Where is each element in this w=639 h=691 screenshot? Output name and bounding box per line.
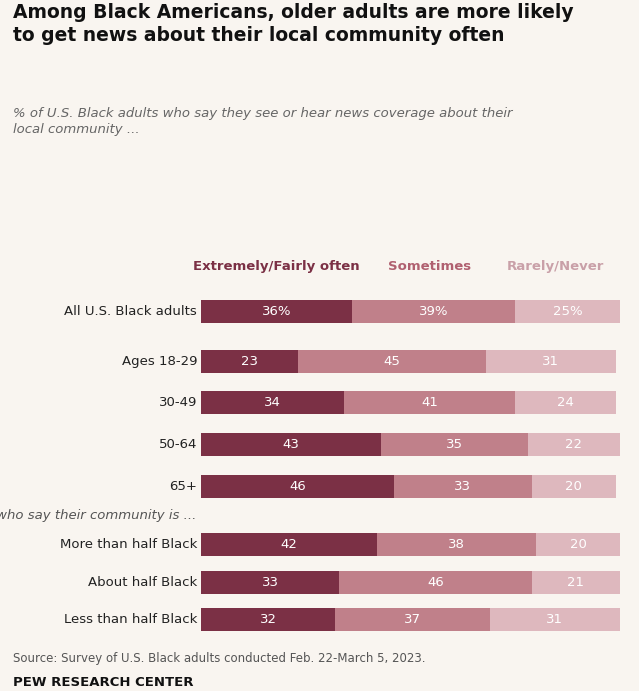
Text: 45: 45 — [383, 354, 400, 368]
Text: PEW RESEARCH CENTER: PEW RESEARCH CENTER — [13, 676, 193, 689]
Text: 24: 24 — [557, 397, 574, 409]
Text: 35: 35 — [446, 438, 463, 451]
Text: 39%: 39% — [419, 305, 449, 318]
Text: 36%: 36% — [262, 305, 291, 318]
Text: 21: 21 — [567, 576, 585, 589]
Bar — [339, 571, 532, 594]
Text: Less than half Black: Less than half Black — [64, 613, 197, 626]
Text: Among those who say their community is ...: Among those who say their community is .… — [0, 509, 197, 522]
Text: 23: 23 — [241, 354, 258, 368]
Text: 50-64: 50-64 — [158, 438, 197, 451]
Bar — [394, 475, 532, 498]
Bar — [515, 391, 615, 415]
Bar — [298, 350, 486, 372]
Text: 46: 46 — [427, 576, 444, 589]
Text: Extremely/Fairly often: Extremely/Fairly often — [194, 260, 360, 273]
Text: 22: 22 — [566, 438, 582, 451]
Text: Rarely/Never: Rarely/Never — [506, 260, 604, 273]
Text: Sometimes: Sometimes — [388, 260, 471, 273]
Bar — [532, 475, 615, 498]
Text: 65+: 65+ — [169, 480, 197, 493]
Bar — [532, 571, 620, 594]
Bar — [536, 533, 620, 556]
Text: 46: 46 — [289, 480, 306, 493]
Text: 32: 32 — [259, 613, 277, 626]
Bar — [352, 300, 515, 323]
Text: 20: 20 — [566, 480, 582, 493]
Text: 20: 20 — [569, 538, 587, 551]
Text: Ages 18-29: Ages 18-29 — [121, 354, 197, 368]
Bar — [381, 433, 528, 456]
Bar — [201, 391, 344, 415]
Text: 31: 31 — [543, 354, 559, 368]
Text: 38: 38 — [448, 538, 465, 551]
Bar — [201, 475, 394, 498]
Bar — [486, 350, 615, 372]
Bar — [201, 433, 381, 456]
Bar — [335, 608, 490, 631]
Text: 31: 31 — [546, 613, 564, 626]
Text: 33: 33 — [262, 576, 279, 589]
Text: About half Black: About half Black — [88, 576, 197, 589]
Bar — [528, 433, 620, 456]
Bar — [515, 300, 620, 323]
Bar — [377, 533, 536, 556]
Text: 42: 42 — [281, 538, 298, 551]
Bar — [201, 350, 298, 372]
Bar — [201, 300, 352, 323]
Bar — [201, 533, 377, 556]
Text: 33: 33 — [454, 480, 472, 493]
Text: More than half Black: More than half Black — [59, 538, 197, 551]
Text: 34: 34 — [264, 397, 281, 409]
Text: All U.S. Black adults: All U.S. Black adults — [65, 305, 197, 318]
Text: 25%: 25% — [553, 305, 582, 318]
Text: 41: 41 — [421, 397, 438, 409]
Text: 30-49: 30-49 — [158, 397, 197, 409]
Bar — [490, 608, 620, 631]
Text: % of U.S. Black adults who say they see or hear news coverage about their
local : % of U.S. Black adults who say they see … — [13, 107, 512, 136]
Bar — [201, 571, 339, 594]
Text: Source: Survey of U.S. Black adults conducted Feb. 22-March 5, 2023.: Source: Survey of U.S. Black adults cond… — [13, 652, 426, 665]
Text: Among Black Americans, older adults are more likely
to get news about their loca: Among Black Americans, older adults are … — [13, 3, 573, 45]
Bar — [344, 391, 515, 415]
Text: 37: 37 — [404, 613, 421, 626]
Text: 43: 43 — [283, 438, 300, 451]
Bar — [201, 608, 335, 631]
